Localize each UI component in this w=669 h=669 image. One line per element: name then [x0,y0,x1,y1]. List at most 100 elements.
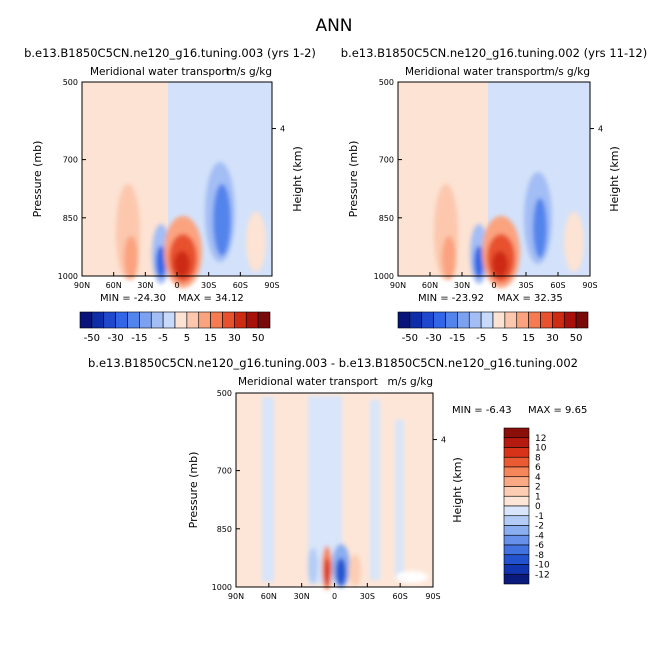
panel-3-colorbar-label: 4 [535,473,541,483]
panel-3-colorbar-swatch [503,495,530,507]
panel-3-colorbar-label: -2 [535,522,544,532]
panel-1-contour-9 [213,184,231,256]
panel-3-colorbar-label: -6 [535,541,544,551]
panel-3-y-tick-label: 700 [217,467,232,476]
panel-1-colorbar-swatch [79,311,93,329]
panel-2-colorbar-swatch [409,311,423,329]
panel-3-colorbar-swatch [503,437,530,448]
panel-1-colorbar-swatch [257,311,271,329]
panel-3-colorbar-label: 12 [535,434,546,444]
panel-3-colorbar-swatch [503,525,530,536]
panel-3-y-tick-label: 1000 [212,583,232,592]
panel-3-colorbar-swatch [503,476,530,487]
panel-1-colorbar-swatch [162,311,176,329]
panel-3-colorbar-label: -4 [535,531,544,541]
panel-2-colorbar-label: 5 [502,333,508,344]
panel-3-x-tick-label: 60S [393,592,408,601]
panel-2-min-label: MIN = -23.92 [418,293,484,304]
panel-1-colorbar-label: 15 [204,333,217,344]
panel-3-subtitle-left: Meridional water transport [238,376,378,388]
panel-3-contour-1 [262,397,274,582]
panel-3-y-tick-label: 500 [217,389,232,398]
panel-3-min-label: MIN = -6.43 [452,405,512,416]
panel-3-colorbar-label: -12 [535,570,550,580]
panel-1-colorbar-swatch [139,311,152,329]
panel-1-right-tick-label: 4 [280,125,285,134]
panel-2-colorbar-label: -15 [449,333,465,344]
panel-3-colorbar-label: -1 [535,512,544,522]
panel-2-x-tick-label: 90N [390,281,406,290]
panel-1-y-tick-label: 500 [63,78,78,87]
panel-2-x-tick-label: 90S [582,281,597,290]
panel-1-colorbar-swatch [103,311,116,329]
panel-3-x-tick-label: 30S [360,592,375,601]
panel-3-colorbar-swatch [503,573,530,585]
panel-3-right-ticks: 4 [433,436,446,445]
panel-3-colorbar-label: 2 [535,483,541,493]
panel-1-subtitle-right: m/s g/kg [226,66,272,78]
panel-2-x-tick-label: 60S [550,281,565,290]
panel-1-colorbar-swatch [150,311,164,329]
panel-2-y-tick-label: 850 [379,214,394,223]
panel-1-subtitle-left: Meridional water transport [90,66,230,78]
panel-1-colorbar-label: 50 [252,333,265,344]
panel-3-y-tick-label: 850 [217,525,232,534]
panel-3-colorbar-swatch [503,486,530,497]
panel-2-max-label: MAX = 32.35 [497,293,563,304]
panel-2-y-tick-label: 1000 [374,272,394,281]
panel-1-colorbar-swatch [245,311,259,329]
panel-2-colorbar-label: 50 [570,333,583,344]
panel-2-colorbar-swatch [457,311,470,329]
panel-2-colorbar-swatch [563,311,577,329]
panel-2-colorbar-label: 15 [522,333,535,344]
panel-2-y-ticks: 500 700 850 1000 [374,78,402,281]
panel-1-colorbar-swatch [91,311,105,329]
panel-3-colorbar-label: 8 [535,453,541,463]
panel-1-x-ticks: 90N 60N 30N 0 30S 60S 90S [74,272,280,290]
panel-3-x-tick-label: 90N [228,592,244,601]
panel-2-x-tick-label: 30S [518,281,533,290]
panel-2-ylabel: Pressure (mb) [347,141,360,218]
panel-2-colorbar-swatch [433,311,446,329]
panel-2-colorbar-swatch [397,311,411,329]
panel-1-x-tick-label: 60S [233,281,248,290]
panel-3-contour-6 [336,558,346,586]
panel-2-contour-4 [474,246,484,278]
panel-1-colorbar-label: -50 [84,333,100,344]
panel-1-colorbar-label: 5 [184,333,190,344]
panel-3-colorbar-label: 0 [535,502,541,512]
panel-3-ylabel: Pressure (mb) [187,452,200,529]
panel-1-colorbar-swatch [198,311,211,329]
panel-1-colorbar: -50 -30 -15 -5 5 15 30 50 [79,311,271,344]
panel-2-colorbar-swatch [575,311,589,329]
panel-2-colorbar-swatch [540,311,553,329]
panel-3-y-ticks: 500 700 850 1000 [212,389,240,592]
panel-3-colorbar-swatch [503,554,530,565]
panel-1-max-label: MAX = 34.12 [178,293,244,304]
panel-2-right-tick-label: 4 [598,125,603,134]
panel-1-min-label: MIN = -24.30 [100,293,166,304]
panel-1-colorbar-swatch [222,311,235,329]
panel-3-max-label: MAX = 9.65 [528,405,587,416]
panel-1-x-tick-label: 60N [106,281,122,290]
panel-2-x-ticks: 90N 60N 30N 0 30S 60S 90S [390,272,598,290]
panel-1-colorbar-swatch [174,311,188,329]
panel-3-colorbar-swatch [503,456,530,468]
panel-1-contour-7 [174,251,190,277]
panel-1-colorbar-label: -5 [158,333,168,344]
panel-3-colorbar-label: 10 [535,444,547,454]
panel-3-title: b.e13.B1850C5CN.ne120_g16.tuning.003 - b… [88,356,578,370]
panel-2-colorbar-swatch [504,311,518,329]
panel-1-x-tick-label: 0 [174,281,179,290]
panel-3-contour-8 [324,558,330,586]
panel-2-subtitle-left: Meridional water transport [405,66,545,78]
panel-3-x-tick-label: 30N [294,592,310,601]
panel-3-plot-area [235,392,434,590]
panel-1-x-tick-label: 30N [137,281,153,290]
panel-2-colorbar-label: -30 [425,333,441,344]
panel-1-colorbar-swatch [186,311,200,329]
panel-1-x-tick-label: 90N [74,281,90,290]
panel-3-colorbar-label: 1 [535,492,541,502]
panel-1-x-tick-label: 30S [201,281,216,290]
panel-2-colorbar-label: -50 [402,333,418,344]
